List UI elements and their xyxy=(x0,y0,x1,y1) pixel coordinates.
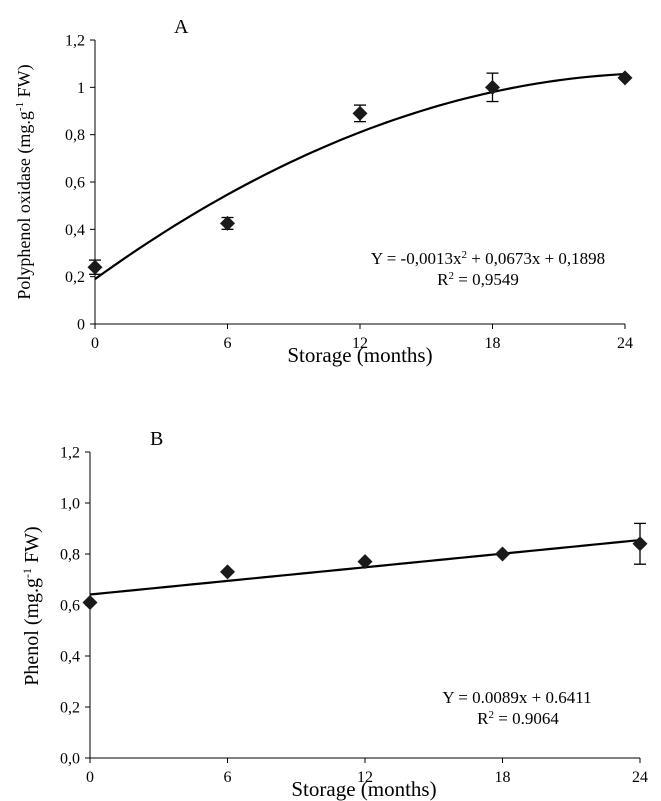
y-tick-label: 1,0 xyxy=(60,496,80,513)
y-axis-label-superscript: -1 xyxy=(14,102,26,111)
x-axis-label: Storage (months) xyxy=(291,777,436,801)
x-axis-label: Storage (months) xyxy=(287,343,432,367)
y-tick-label: 0,0 xyxy=(60,751,80,768)
y-tick-label: 0,6 xyxy=(65,175,85,192)
x-tick-label: 0 xyxy=(86,769,94,786)
y-tick-label: 0 xyxy=(77,317,85,334)
y-ticks: 0,0 0,2 0,4 0,6 0,8 1,0 1,2 xyxy=(60,445,90,768)
r-squared: R2 = 0.9064 xyxy=(477,709,559,728)
regression-equation-main: Y = 0.0089x + 0.6411 xyxy=(442,688,591,707)
trendline xyxy=(94,72,626,280)
panel-label: A xyxy=(174,16,189,38)
data-point xyxy=(220,564,235,580)
r-squared-main: R xyxy=(477,709,489,728)
x-tick-label: 0 xyxy=(91,335,99,352)
regression-equation-main: Y = -0,0013x xyxy=(371,249,462,268)
y-tick-label: 0,4 xyxy=(65,222,85,239)
y-tick-label: 0,4 xyxy=(60,649,80,666)
x-tick-label: 18 xyxy=(495,769,511,786)
y-tick-label: 1,2 xyxy=(65,33,85,50)
r-squared-tail: = 0,9549 xyxy=(454,270,519,289)
data-point xyxy=(632,536,648,552)
r-squared-tail: = 0.9064 xyxy=(494,709,559,728)
r-squared-superscript: 2 xyxy=(489,709,495,721)
chart-panel-b: B 0,0 0,2 0,4 0,6 0,8 1,0 1,2 0 6 12 18 24 Storage… xyxy=(20,428,648,801)
data-point xyxy=(87,259,103,275)
y-axis-label-main: Phenol (mg.g xyxy=(21,578,43,686)
x-ticks: 0 6 12 18 24 xyxy=(91,324,633,352)
x-tick-label: 6 xyxy=(224,335,232,352)
x-tick-label: 12 xyxy=(357,769,373,786)
data-point xyxy=(485,79,500,95)
r-squared-main: R xyxy=(437,270,449,289)
y-tick-label: 0,2 xyxy=(60,700,80,717)
data-point xyxy=(617,70,633,86)
x-tick-label: 24 xyxy=(632,769,648,786)
x-tick-label: 6 xyxy=(224,769,232,786)
data-points xyxy=(87,70,633,275)
x-tick-label: 12 xyxy=(352,335,368,352)
x-tick-label: 24 xyxy=(617,335,633,352)
y-tick-label: 1 xyxy=(77,80,85,97)
data-point xyxy=(357,554,373,570)
y-axis-label-tail: FW) xyxy=(14,64,35,102)
data-point xyxy=(220,215,235,231)
r-squared: R2 = 0,9549 xyxy=(437,270,519,289)
panel-label: B xyxy=(150,428,163,450)
data-points xyxy=(82,522,648,610)
x-ticks: 0 6 12 18 24 xyxy=(86,758,648,786)
r-squared-superscript: 2 xyxy=(449,270,455,282)
y-axis-label-main: Polyphenol oxidase (mg.g xyxy=(14,111,35,299)
y-axis-label: Polyphenol oxidase (mg.g-1 FW) xyxy=(14,64,35,299)
chart-panel-a: A 0 0,2 0,4 0,6 0,8 1 1,2 0 6 12 18 24 Storage (mo… xyxy=(14,16,633,367)
y-tick-label: 0,8 xyxy=(60,547,80,564)
y-tick-label: 0,2 xyxy=(65,269,85,286)
regression-equation-superscript: 2 xyxy=(461,249,467,261)
y-tick-label: 0,6 xyxy=(60,598,80,615)
y-tick-label: 0,8 xyxy=(65,127,85,144)
y-axis-label-tail: FW) xyxy=(21,526,43,568)
regression-equation-tail: + 0,0673x + 0,1898 xyxy=(467,249,605,268)
regression-equation: Y = -0,0013x2 + 0,0673x + 0,1898 xyxy=(371,249,605,268)
data-point xyxy=(352,105,368,121)
x-tick-label: 18 xyxy=(485,335,501,352)
y-axis-label-superscript: -1 xyxy=(20,568,34,578)
regression-equation: Y = 0.0089x + 0.6411 xyxy=(442,688,591,707)
data-point xyxy=(495,546,510,562)
data-point xyxy=(82,594,98,610)
y-tick-label: 1,2 xyxy=(60,445,80,462)
y-axis-label: Phenol (mg.g-1 FW) xyxy=(20,526,43,685)
y-ticks: 0 0,2 0,4 0,6 0,8 1 1,2 xyxy=(65,33,95,334)
